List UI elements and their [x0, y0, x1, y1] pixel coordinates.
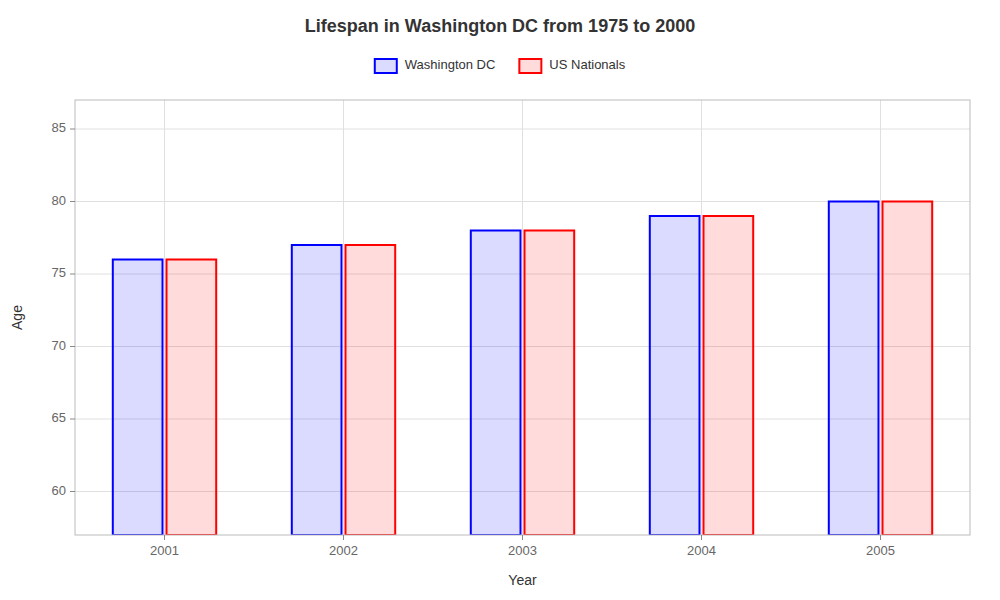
x-grid-line: [522, 100, 523, 535]
x-tick-label: 2002: [329, 543, 358, 558]
x-tick: [522, 535, 523, 540]
chart-container: 60 65 70 75 80 85 2001 2002 2003 2004 2005 Year Age L…: [0, 0, 1000, 600]
legend-swatch: [519, 59, 541, 73]
legend-item: US Nationals: [519, 57, 625, 73]
bar: [113, 260, 163, 536]
y-tick-label: 60: [52, 483, 66, 498]
bar: [471, 231, 521, 536]
x-axis: 2001 2002 2003 2004 2005: [150, 535, 895, 558]
y-tick-label: 70: [52, 338, 66, 353]
bar: [292, 245, 342, 535]
y-tick-label: 65: [52, 410, 66, 425]
legend: Washington DC US Nationals: [375, 57, 626, 73]
grid: [75, 100, 970, 535]
x-tick: [164, 535, 165, 540]
x-tick: [343, 535, 344, 540]
x-grid-line: [701, 100, 702, 535]
bar: [346, 245, 396, 535]
bar: [650, 216, 700, 535]
legend-item: Washington DC: [375, 57, 496, 73]
y-axis-label: Age: [9, 305, 25, 330]
x-grid-line: [880, 100, 881, 535]
x-grid-line: [343, 100, 344, 535]
y-tick-label: 85: [52, 120, 66, 135]
y-tick-label: 75: [52, 265, 66, 280]
plot-frame: [75, 100, 970, 535]
x-axis-label: Year: [508, 572, 537, 588]
y-tick: [70, 201, 75, 202]
x-grid-line: [164, 100, 165, 535]
bar: [167, 260, 217, 536]
y-tick: [70, 491, 75, 492]
x-tick: [880, 535, 881, 540]
x-tick: [701, 535, 702, 540]
bar: [704, 216, 754, 535]
title: Lifespan in Washington DC from 1975 to 2…: [305, 16, 695, 36]
x-tick-label: 2001: [150, 543, 179, 558]
bar: [829, 202, 879, 536]
x-tick-label: 2005: [866, 543, 895, 558]
bar: [525, 231, 575, 536]
y-tick-label: 80: [52, 193, 66, 208]
legend-label: US Nationals: [549, 57, 625, 72]
y-tick: [70, 346, 75, 347]
x-tick-label: 2004: [687, 543, 716, 558]
legend-label: Washington DC: [405, 57, 496, 72]
bar: [883, 202, 933, 536]
x-tick-label: 2003: [508, 543, 537, 558]
chart-svg: 60 65 70 75 80 85 2001 2002 2003 2004 2005 Year Age L…: [0, 0, 1000, 600]
legend-swatch: [375, 59, 397, 73]
y-tick: [70, 419, 75, 420]
bars: [113, 202, 932, 536]
y-axis: 60 65 70 75 80 85: [52, 120, 75, 498]
y-tick: [70, 129, 75, 130]
y-tick: [70, 274, 75, 275]
